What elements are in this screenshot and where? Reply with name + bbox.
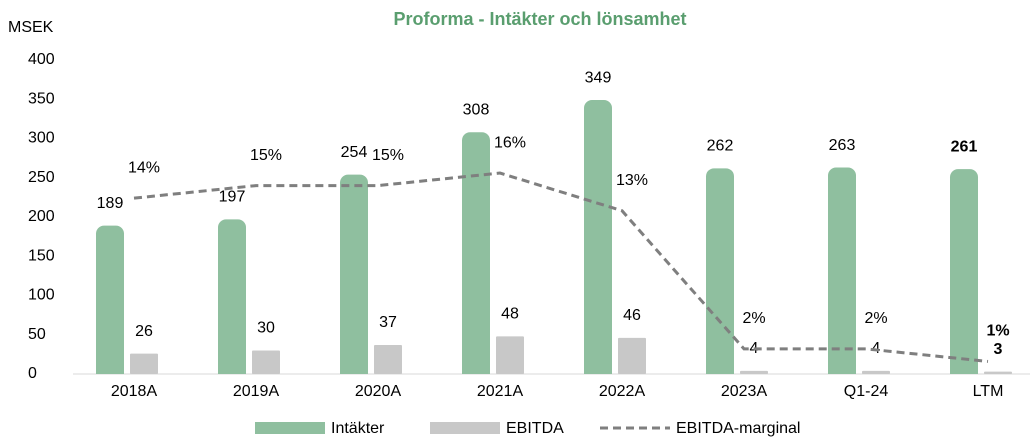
data-label: 37 xyxy=(379,314,397,331)
legend-label: EBITDA-marginal xyxy=(676,420,800,437)
bar xyxy=(340,174,368,374)
data-label: 15% xyxy=(250,147,282,164)
legend-swatch xyxy=(255,422,325,434)
x-tick-label: LTM xyxy=(973,383,1004,400)
y-tick-label: 150 xyxy=(28,247,55,264)
data-label: 13% xyxy=(616,172,648,189)
bar xyxy=(130,353,158,374)
data-label: 16% xyxy=(494,134,526,151)
y-tick-label: 400 xyxy=(28,51,55,68)
line xyxy=(133,171,989,363)
bar-base xyxy=(950,366,978,374)
bar-base xyxy=(706,366,734,374)
bar xyxy=(740,370,768,374)
data-label: 30 xyxy=(257,320,275,337)
data-label: 48 xyxy=(501,306,519,323)
data-label: 189 xyxy=(97,195,124,212)
bar-base xyxy=(828,366,856,374)
y-tick-label: 0 xyxy=(28,365,37,382)
data-label: 197 xyxy=(219,189,246,206)
x-tick-label: 2018A xyxy=(111,383,158,400)
data-label: 261 xyxy=(951,138,978,155)
data-label: 1% xyxy=(986,323,1009,340)
data-label: 349 xyxy=(585,69,612,86)
data-label: 263 xyxy=(829,137,856,154)
bar xyxy=(706,168,734,374)
x-tick-label: 2023A xyxy=(721,383,768,400)
data-label: 46 xyxy=(623,307,641,324)
y-tick-label: 100 xyxy=(28,287,55,304)
bar xyxy=(252,350,280,374)
y-tick-label: 350 xyxy=(28,90,55,107)
bar xyxy=(218,219,246,374)
data-label: 15% xyxy=(372,147,404,164)
y-tick-label: 50 xyxy=(28,326,46,343)
bar-base xyxy=(218,366,246,374)
chart-title: Proforma - Intäkter och lönsamhet xyxy=(393,9,686,29)
x-tick-label: 2021A xyxy=(477,383,524,400)
data-label: 14% xyxy=(128,159,160,176)
bar xyxy=(584,100,612,374)
y-tick-label: 200 xyxy=(28,208,55,225)
data-label: 262 xyxy=(707,138,734,155)
bar xyxy=(96,225,124,374)
legend-swatch xyxy=(430,422,500,434)
bar xyxy=(984,371,1012,374)
legend-label: Intäkter xyxy=(331,420,385,437)
y-tick-label: 300 xyxy=(28,130,55,147)
x-tick-label: 2019A xyxy=(233,383,280,400)
data-label: 2% xyxy=(864,310,887,327)
bar xyxy=(950,169,978,374)
bar-base xyxy=(462,366,490,374)
x-tick-label: 2020A xyxy=(355,383,402,400)
y-tick-label: 250 xyxy=(28,169,55,186)
bar xyxy=(862,370,890,374)
bar-base xyxy=(96,366,124,374)
bar-base xyxy=(340,366,368,374)
data-label: 2% xyxy=(742,310,765,327)
legend-label: EBITDA xyxy=(506,420,564,437)
x-tick-label: 2022A xyxy=(599,383,646,400)
bar xyxy=(496,336,524,374)
data-label: 26 xyxy=(135,323,153,340)
bar xyxy=(618,337,646,374)
y-axis-label: MSEK xyxy=(8,19,54,36)
data-label: 308 xyxy=(463,101,490,118)
data-label: 3 xyxy=(994,341,1003,358)
data-label: 254 xyxy=(341,144,368,161)
x-tick-label: Q1-24 xyxy=(844,383,889,400)
bar-base xyxy=(584,366,612,374)
bar xyxy=(462,132,490,374)
bar xyxy=(374,344,402,374)
bar xyxy=(828,167,856,374)
